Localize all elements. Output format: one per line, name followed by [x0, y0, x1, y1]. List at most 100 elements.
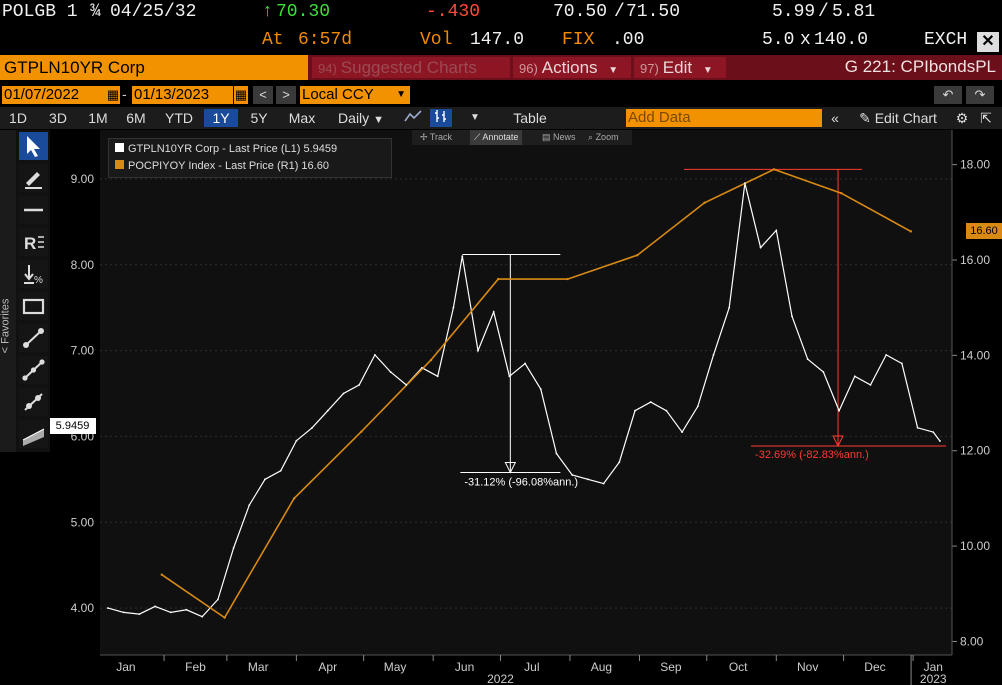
- x-tick-label: Dec: [864, 660, 885, 674]
- start-date-field[interactable]: 01/07/2022: [2, 86, 115, 104]
- right-tick-label: 8.00: [960, 634, 984, 648]
- data-point-price: [587, 478, 589, 481]
- ask-price: 71.50: [626, 2, 681, 22]
- data-point-price: [539, 388, 542, 391]
- chart-type-dropdown-icon[interactable]: ▼: [470, 112, 480, 123]
- edit-chart-button[interactable]: ✎ Edit Chart: [848, 109, 948, 127]
- x-tick-label: Jan: [924, 660, 943, 674]
- pointer-tool[interactable]: [19, 132, 48, 160]
- annotation-arrow-down-icon: [504, 461, 517, 474]
- data-point-price: [452, 306, 455, 309]
- end-date-field[interactable]: 01/13/2023: [132, 86, 233, 104]
- ray-tool[interactable]: [19, 388, 48, 416]
- close-icon[interactable]: ✕: [977, 32, 999, 52]
- data-point-price: [122, 611, 125, 614]
- data-point-price: [838, 409, 840, 412]
- suggested-charts-menu[interactable]: 94) Suggested Charts: [312, 57, 510, 78]
- export-icon[interactable]: ⇱: [980, 110, 992, 126]
- data-point-cpi: [840, 192, 843, 195]
- multi-point-line-tool[interactable]: [19, 356, 48, 384]
- favorites-strip[interactable]: < Favorites: [0, 130, 16, 452]
- plot-background: [100, 130, 952, 655]
- chart-tools-bar: ✢ Track ⟋ Annotate ▤ News ⌕ Zoom: [412, 130, 632, 145]
- legend-label-cpi: POCPIYOY Index - Last Price (R1): [128, 160, 299, 172]
- end-calendar-icon[interactable]: ▦: [234, 86, 248, 104]
- suggested-charts-number: 94): [318, 61, 337, 76]
- news-icon: ▤: [542, 132, 551, 142]
- previous-period-icon[interactable]: <: [253, 86, 273, 104]
- annotation-label: -31.12% (-96.08%ann.): [464, 476, 578, 488]
- x-tick-label: Feb: [185, 660, 206, 674]
- track-tool[interactable]: ✢ Track: [420, 132, 452, 143]
- news-tool[interactable]: ▤ News: [542, 132, 576, 143]
- last-price-tag: 5.9459: [49, 418, 96, 434]
- data-point-price: [154, 605, 156, 608]
- left-tick-label: 9.00: [71, 172, 95, 186]
- data-point-price: [138, 613, 141, 615]
- next-period-icon[interactable]: >: [276, 86, 296, 104]
- chart-area[interactable]: 4.00 5.00 6.00 7.00 8.00 9.00 8.00 10.00 12.00 1…: [0, 130, 1002, 685]
- suggested-charts-label: Suggested Charts: [340, 58, 477, 77]
- x-tick-label: Nov: [797, 660, 818, 674]
- legend-item-price[interactable]: GTPLN10YR Corp - Last Price (L1) 5.9459: [115, 143, 337, 155]
- period-1m[interactable]: 1M: [88, 110, 108, 126]
- trendline-tool[interactable]: [19, 324, 48, 352]
- data-point-cpi: [429, 358, 433, 362]
- redo-icon[interactable]: ↷: [966, 86, 994, 104]
- right-tick-label: 18.00: [960, 158, 990, 172]
- percent-change-tool[interactable]: %: [19, 260, 48, 288]
- rectangle-tool[interactable]: [19, 292, 48, 320]
- x-tick-label: Mar: [248, 660, 269, 674]
- data-point-price: [358, 384, 361, 386]
- data-point-price: [900, 362, 903, 365]
- legend-item-cpi[interactable]: POCPIYOY Index - Last Price (R1) 16.60: [115, 160, 329, 172]
- period-6m[interactable]: 6M: [126, 110, 146, 126]
- line-chart-icon[interactable]: [402, 109, 424, 127]
- retracement-tool[interactable]: R: [19, 228, 48, 256]
- horizontal-line-tool[interactable]: [19, 196, 48, 224]
- actions-menu[interactable]: 96) Actions ▼: [513, 57, 631, 78]
- period-3d[interactable]: 3D: [49, 110, 67, 126]
- zoom-tool[interactable]: ⌕ Zoom: [588, 132, 619, 143]
- security-field[interactable]: GTPLN10YR Corp: [0, 55, 308, 80]
- right-tick-label: 16.00: [960, 253, 990, 267]
- bar-chart-type-icon[interactable]: [430, 109, 452, 127]
- up-arrow-icon: ↑: [262, 2, 273, 22]
- channel-tool[interactable]: [19, 420, 48, 448]
- horizontal-line-icon: [24, 208, 43, 212]
- currency-select[interactable]: Local CCY ▼: [300, 86, 410, 104]
- data-point-price: [477, 349, 479, 352]
- rectangle-icon: [22, 298, 45, 315]
- period-5y[interactable]: 5Y: [250, 110, 268, 126]
- actions-number: 96): [519, 61, 538, 76]
- period-max[interactable]: Max: [288, 110, 316, 126]
- x-tick-label: Apr: [318, 660, 337, 674]
- collapse-icon[interactable]: «: [831, 110, 839, 126]
- currency-value: Local CCY: [302, 86, 374, 103]
- data-point-price: [916, 426, 919, 429]
- undo-icon[interactable]: ↶: [934, 86, 962, 104]
- legend-value-price: 5.9459: [303, 143, 338, 155]
- fix-label: FIX: [562, 30, 595, 50]
- settings-icon[interactable]: ⚙: [955, 110, 969, 126]
- pen-tool[interactable]: [19, 164, 48, 192]
- edit-number: 97): [640, 61, 659, 76]
- data-point-price: [649, 401, 652, 403]
- table-button[interactable]: Table: [513, 110, 547, 126]
- annotate-label: Annotate: [482, 132, 519, 142]
- pencil-icon: ✎: [859, 110, 871, 126]
- legend-label-price: GTPLN10YR Corp - Last Price (L1): [128, 143, 301, 155]
- start-calendar-icon[interactable]: ▦: [106, 86, 120, 104]
- edit-dropdown-icon: ▼: [702, 65, 713, 76]
- left-tick-label: 8.00: [71, 258, 95, 272]
- frequency-select[interactable]: Daily ▼: [328, 109, 394, 127]
- period-1d[interactable]: 1D: [9, 110, 27, 126]
- add-data-field[interactable]: Add Data: [626, 109, 822, 127]
- period-1y[interactable]: 1Y: [204, 109, 238, 127]
- exchange-label[interactable]: EXCH: [924, 30, 968, 50]
- edit-menu[interactable]: 97) Edit ▼: [634, 57, 726, 78]
- annotate-tool[interactable]: ⟋ Annotate: [470, 130, 523, 145]
- data-point-price: [602, 482, 605, 485]
- data-point-cpi: [360, 430, 363, 433]
- period-ytd[interactable]: YTD: [165, 110, 193, 126]
